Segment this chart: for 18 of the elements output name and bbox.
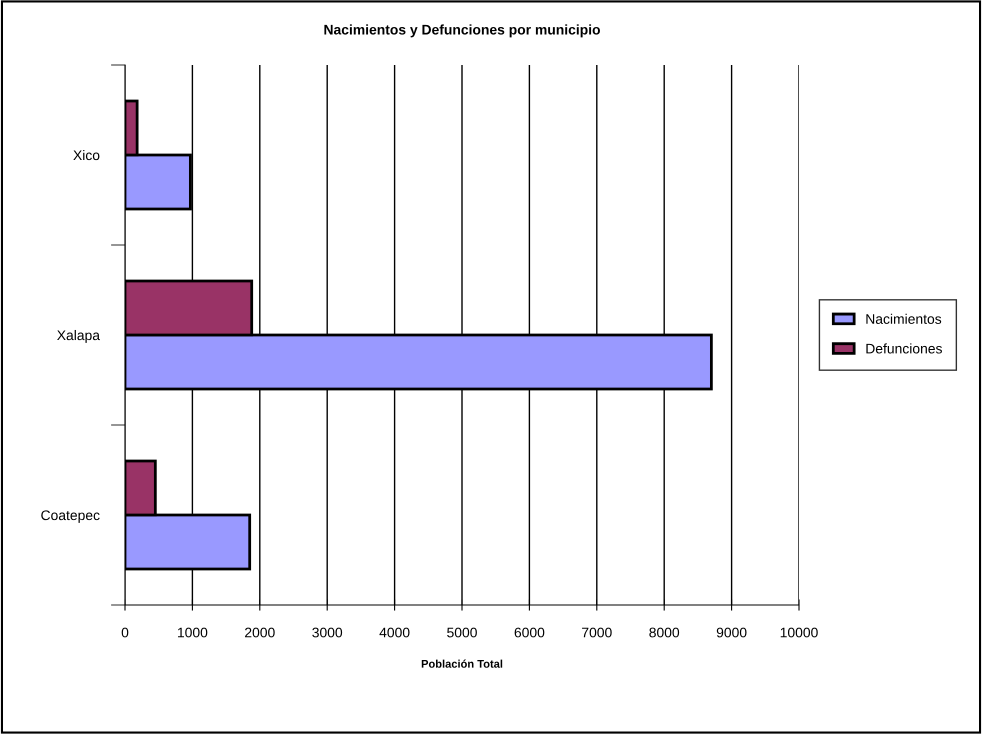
x-tick-label: 4000 xyxy=(379,628,410,638)
x-tick-label: 10000 xyxy=(780,628,818,638)
x-tick-label: 3000 xyxy=(312,628,342,638)
y-tick-label: Coatepec xyxy=(41,510,100,523)
legend-label: Nacimientos xyxy=(866,314,942,324)
x-tick-label: 9000 xyxy=(716,628,747,638)
x-tick-label: 0 xyxy=(122,628,128,638)
x-axis-title: Población Total xyxy=(422,660,502,668)
x-tick-label: 2000 xyxy=(245,628,275,638)
legend-label: Defunciones xyxy=(866,343,942,354)
chart-title: Nacimientos y Defunciones por municipio xyxy=(324,24,600,38)
x-tick-label: 6000 xyxy=(514,628,544,638)
x-tick-label: 5000 xyxy=(447,628,477,638)
x-tick-label: 8000 xyxy=(649,628,680,638)
y-tick-label: Xico xyxy=(73,150,100,160)
y-tick-label: Xalapa xyxy=(57,330,100,343)
x-tick-label: 7000 xyxy=(582,628,612,638)
x-tick-label: 1000 xyxy=(178,628,208,638)
